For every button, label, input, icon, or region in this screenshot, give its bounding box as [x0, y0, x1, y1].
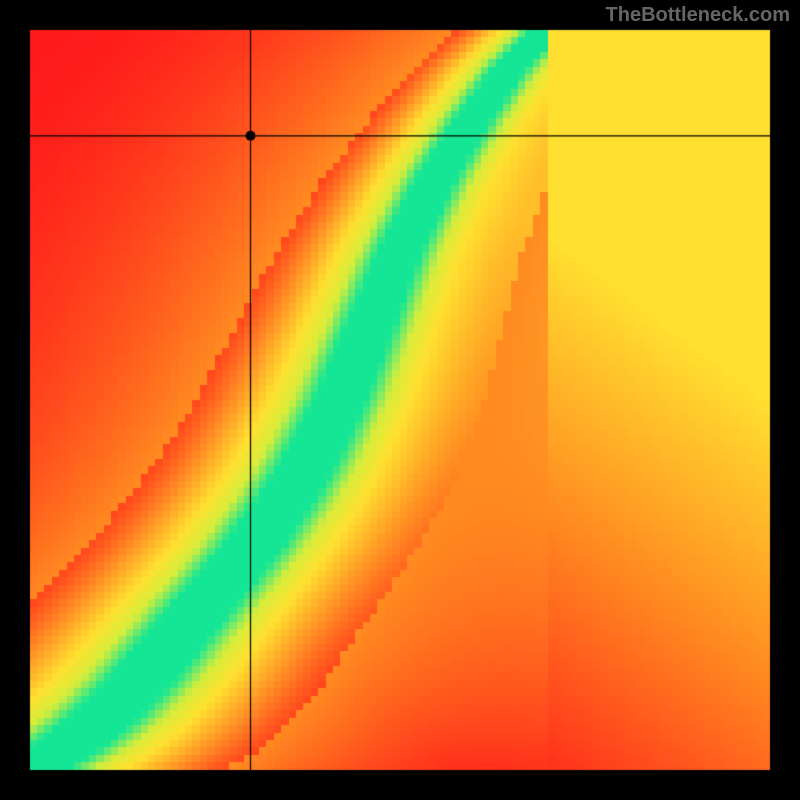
chart-container: TheBottleneck.com — [0, 0, 800, 800]
heatmap-canvas — [0, 0, 800, 800]
watermark-text: TheBottleneck.com — [606, 4, 790, 27]
